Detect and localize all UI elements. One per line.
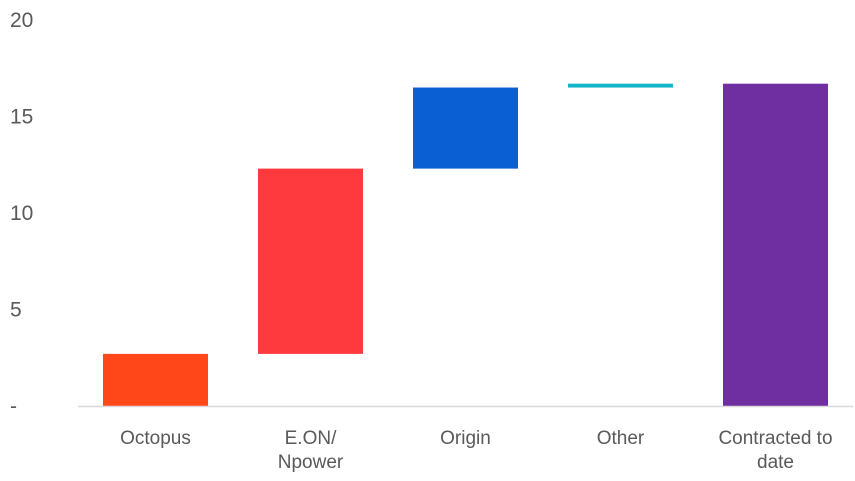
x-tick-label: Contracted to — [718, 428, 832, 449]
x-tick-label: date — [757, 452, 794, 473]
bars-group — [103, 83, 828, 406]
bar — [103, 353, 208, 406]
x-tick-label: Npower — [278, 452, 344, 473]
bar — [723, 83, 828, 406]
y-tick-label: 15 — [10, 106, 33, 129]
bar — [568, 83, 673, 88]
bar — [413, 87, 518, 169]
y-tick-label: - — [10, 395, 17, 418]
y-axis: - 5 10 15 20 — [10, 9, 33, 418]
x-axis: Octopus E.ON/Npower Origin Other Contracted … — [120, 428, 832, 473]
x-tick-label: E.ON/ — [285, 428, 337, 449]
x-tick-label: Other — [597, 428, 645, 449]
x-tick-label: Octopus — [120, 428, 191, 449]
bar — [258, 168, 363, 354]
y-tick-label: 5 — [10, 299, 22, 322]
y-tick-label: 10 — [10, 202, 33, 225]
y-tick-label: 20 — [10, 9, 33, 32]
x-tick-label: Origin — [440, 428, 491, 449]
